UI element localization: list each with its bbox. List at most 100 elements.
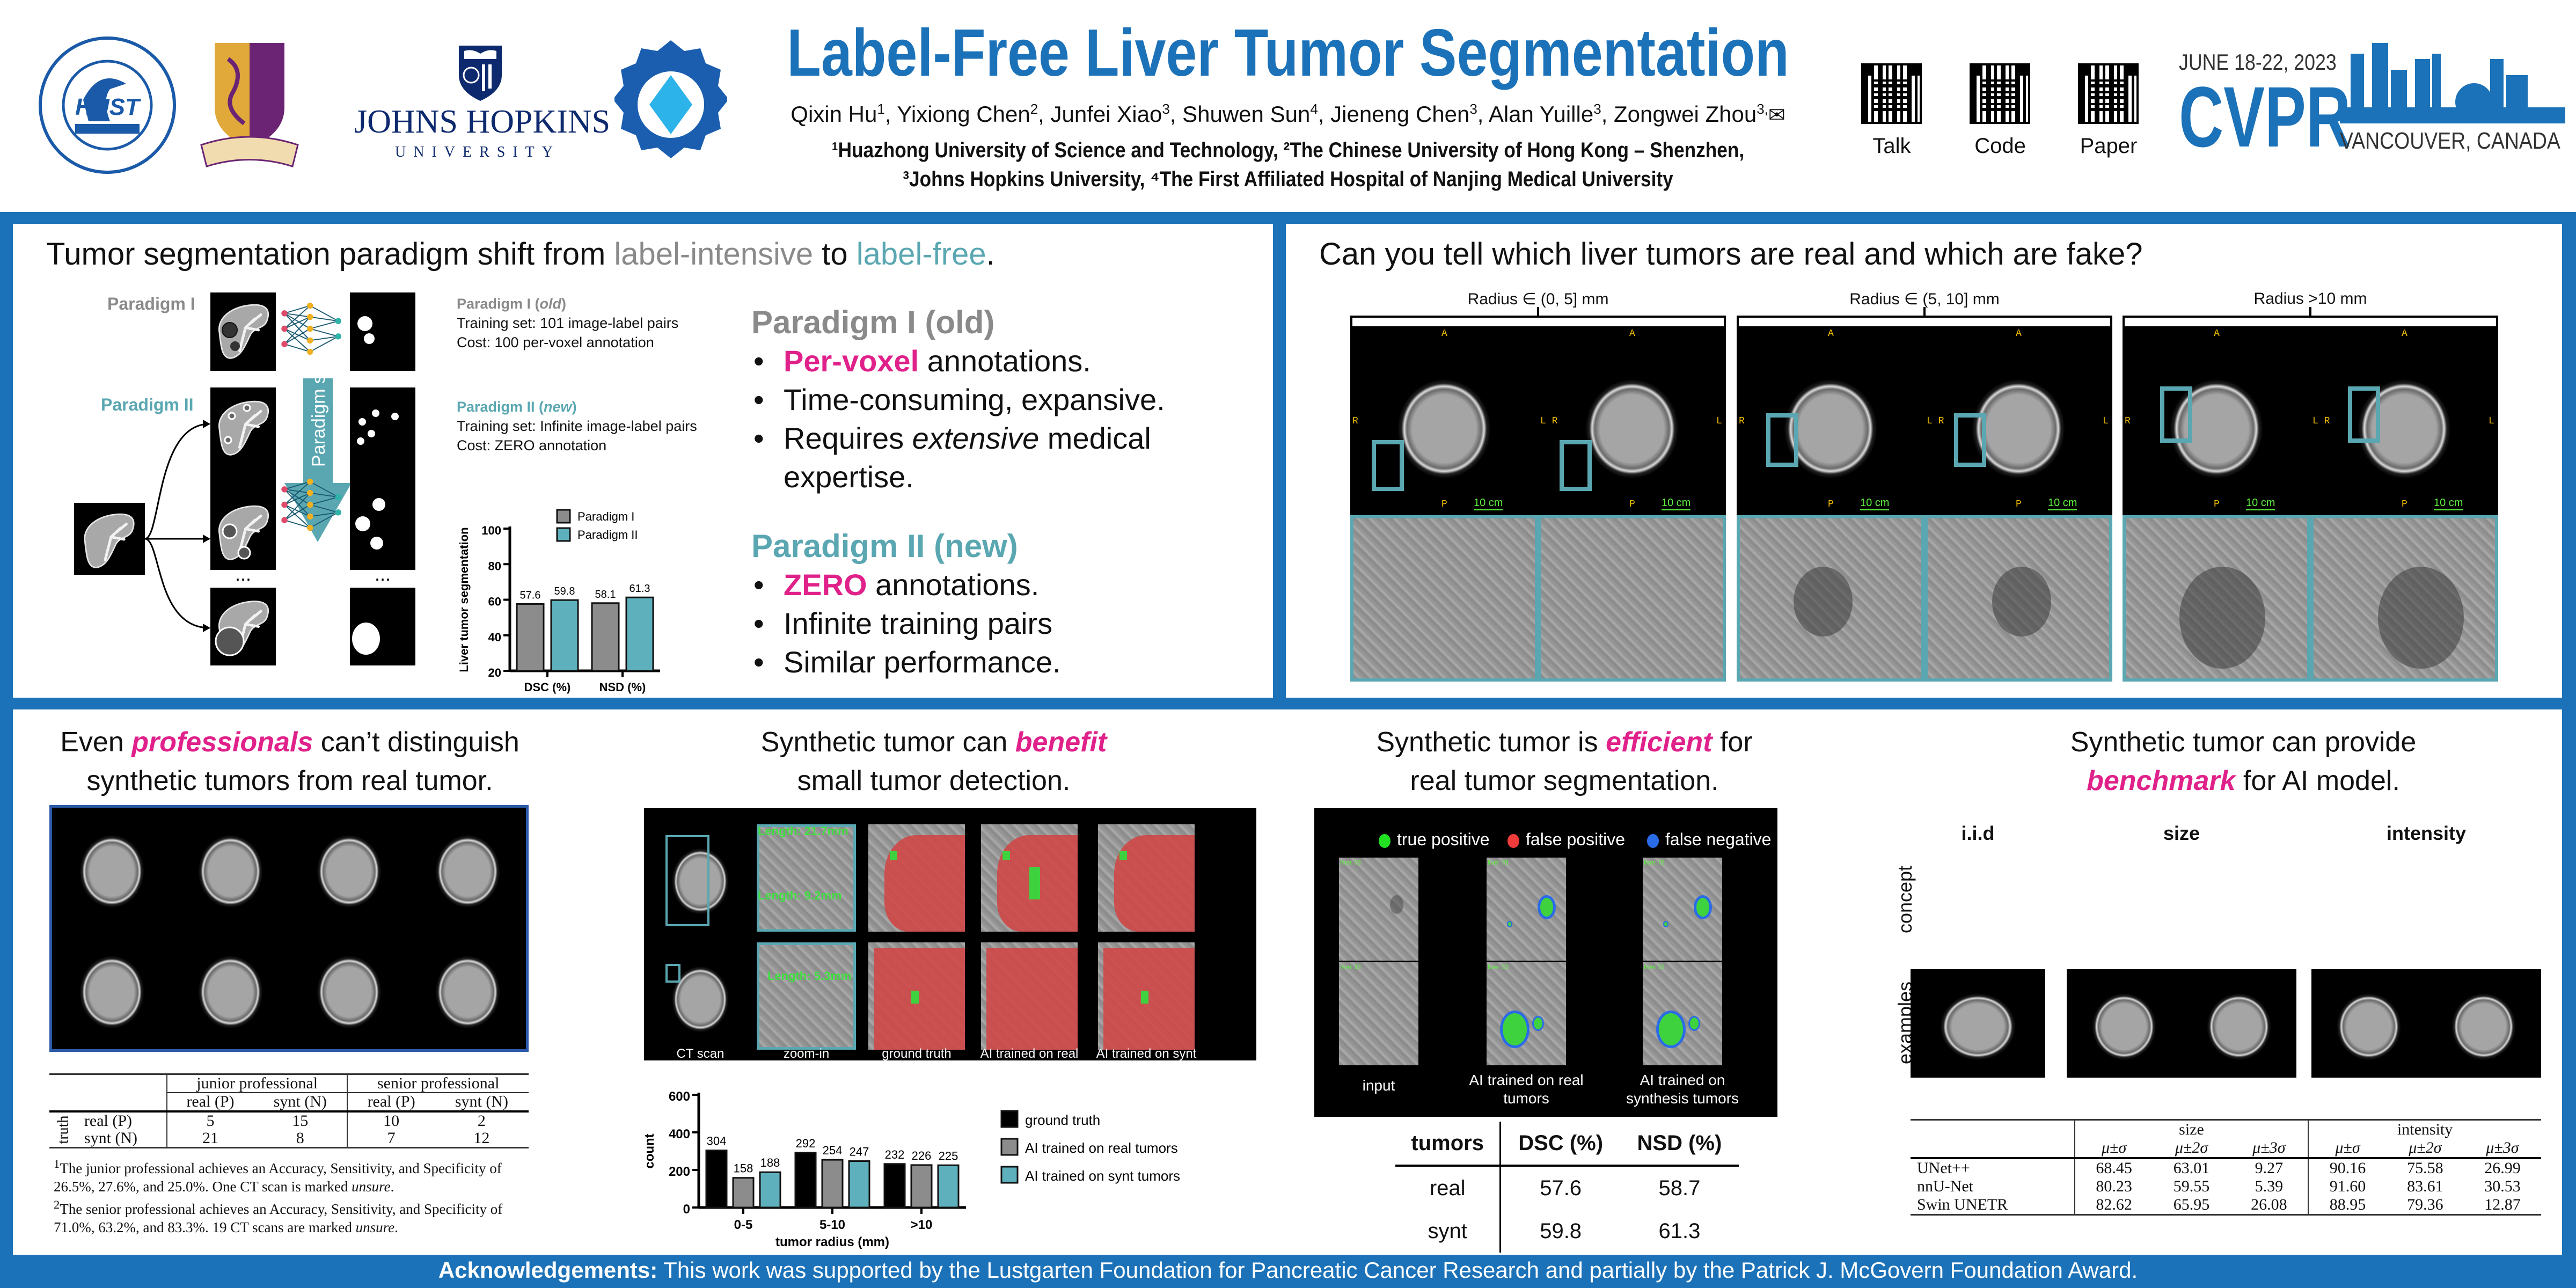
- col-group-senior: senior professional: [347, 1074, 529, 1093]
- tumor-prediction: [1688, 1016, 1700, 1031]
- column-label: AI trained on real tumors: [980, 1046, 1079, 1075]
- model-name: nnU-Net: [1911, 1177, 2075, 1196]
- row-label: real (P): [77, 1111, 167, 1130]
- author-name: Qixin Hu: [791, 101, 877, 127]
- tumor-roi-box: [2348, 386, 2380, 443]
- tumor-length-label: Length: 5.3mm: [767, 969, 852, 983]
- tumor-length-label: Length: 21.7mm: [758, 824, 848, 838]
- bullet-text: medical expertise.: [784, 421, 1151, 494]
- heading-text: for: [1712, 727, 1753, 758]
- tumor-region: [1390, 895, 1403, 914]
- cell: 57.6: [1540, 1176, 1582, 1200]
- marker-right: R: [1739, 416, 1745, 427]
- conference-location: VANCOUVER, CANADA: [2340, 128, 2560, 154]
- marker-left: L: [2489, 416, 2494, 427]
- table-row: real 57.6 58.7: [1395, 1166, 1739, 1210]
- heading-text: .: [986, 237, 995, 272]
- liver-mask: [986, 948, 1078, 1050]
- marker-anterior: A: [1629, 328, 1635, 339]
- col-group-intensity: intensity: [2397, 1121, 2453, 1138]
- separator: ,: [1601, 101, 1614, 127]
- table-row: nnU-Net 80.23 59.55 5.39 91.60 83.61 30.53: [1911, 1177, 2541, 1196]
- footnote-end: .: [394, 1219, 398, 1235]
- author-affiliation: 3: [1162, 101, 1170, 117]
- separator: ,: [884, 101, 897, 127]
- author-name: Junfei Xiao: [1050, 101, 1162, 127]
- tumor-prediction: [1538, 895, 1556, 919]
- marker-anterior: A: [1828, 328, 1834, 339]
- bullet-item: Infinite training pairs: [751, 604, 1234, 643]
- heading-emphasis: efficient: [1606, 727, 1713, 758]
- cell: 90.16: [2329, 1159, 2366, 1177]
- bullet-italic: extensive: [912, 421, 1040, 455]
- qr-code-code[interactable]: [1970, 63, 2030, 124]
- conference-name: CVPR: [2179, 69, 2351, 165]
- marker-right: L R: [1540, 416, 1558, 427]
- heading-label-free: label-free: [856, 237, 986, 272]
- column-label: AI trained on real tumors: [1469, 1072, 1584, 1107]
- zoomed-roi: [2310, 515, 2498, 682]
- ct-slice: [1747, 343, 1914, 504]
- group-bracket: [1350, 316, 1726, 326]
- cell: 15: [253, 1111, 348, 1130]
- p1-training-set: Training set: 101 image-label pairs: [457, 315, 679, 331]
- column-label: input: [1362, 1077, 1395, 1094]
- tumor-region: [2378, 567, 2464, 669]
- bullet-text: annotations.: [867, 568, 1040, 602]
- separator: ,: [1038, 101, 1051, 127]
- scale-bar: 10 cm: [2048, 497, 2077, 510]
- author-affiliation: 2: [1030, 101, 1038, 117]
- tumor-prediction: [1656, 1011, 1686, 1048]
- ack-label: Acknowledgements:: [438, 1257, 658, 1283]
- slice-label: liver 33: [1488, 963, 1509, 971]
- heading-text: for AI model.: [2235, 765, 2400, 796]
- separator: ,: [1318, 101, 1331, 127]
- marker-right: L R: [2312, 416, 2330, 427]
- col-label-iid: i.i.d: [1961, 822, 1995, 844]
- hospital-logo: 1936: [614, 40, 727, 158]
- jhu-sub: UNIVERSITY: [395, 144, 560, 160]
- col-header: synt (N): [455, 1093, 508, 1110]
- bullet-item: ZERO annotations.: [751, 566, 1234, 604]
- cell: 12: [473, 1129, 490, 1147]
- cell: 21: [202, 1129, 218, 1147]
- cell: 9.27: [2230, 1158, 2309, 1177]
- col-header: μ±σ: [2101, 1139, 2127, 1157]
- email-icon[interactable]: ✉: [1768, 104, 1785, 127]
- table-row: Swin UNETR 82.62 65.95 26.08 88.95 79.36 12.87: [1911, 1196, 2541, 1215]
- ct-slice: [2321, 343, 2487, 504]
- qr-label-talk: Talk: [1872, 134, 1911, 158]
- col-header: μ±2σ: [2409, 1139, 2442, 1157]
- col-header: μ±3σ: [2486, 1139, 2519, 1157]
- tumor-roi-box: [1560, 440, 1592, 491]
- efficiency-table: tumors DSC (%) NSD (%) real 57.6 58.7 synt 59…: [1395, 1122, 1739, 1253]
- heading-text: small tumor detection.: [797, 765, 1071, 796]
- tumor-mask: [911, 991, 919, 1004]
- small-tumor-figure: Length: 21.7mm Length: 9.2mm Length: 5.3mm…: [644, 808, 1256, 1075]
- tumor-mask: [1029, 867, 1040, 899]
- group-bracket: [1737, 316, 2112, 326]
- marker-posterior: P: [1441, 499, 1447, 510]
- col-group-junior: junior professional: [166, 1074, 348, 1093]
- zoom-in-tile: [757, 824, 856, 932]
- slice-label: liver 33: [1340, 963, 1361, 971]
- qr-code-talk[interactable]: [1861, 63, 1922, 124]
- scale-bar: 10 cm: [2246, 497, 2275, 510]
- group-bracket-tick: [1537, 307, 1539, 317]
- col-group-size: size: [2074, 1119, 2309, 1139]
- col-header: NSD (%): [1637, 1131, 1722, 1155]
- paradigm1-heading: Paradigm I (old): [751, 304, 995, 340]
- author-affiliation: 3: [1593, 101, 1601, 117]
- qr-code-paper[interactable]: [2078, 63, 2139, 124]
- liver-mask: [884, 835, 965, 932]
- p2-qualifier: new: [544, 399, 572, 415]
- slice-label: liver 33: [1644, 963, 1665, 971]
- scale-bar: 10 cm: [1474, 497, 1503, 510]
- zoomed-roi: [1538, 515, 1726, 682]
- bullet-item: Similar performance.: [751, 643, 1234, 682]
- segmentation-tile: [868, 824, 965, 932]
- legend-dot-icon: [1379, 834, 1391, 848]
- legend-dot-icon: [1507, 834, 1519, 848]
- group-bracket: [2123, 316, 2498, 326]
- paradigm2-description: Paradigm II (new) Training set: Infinite…: [457, 397, 697, 455]
